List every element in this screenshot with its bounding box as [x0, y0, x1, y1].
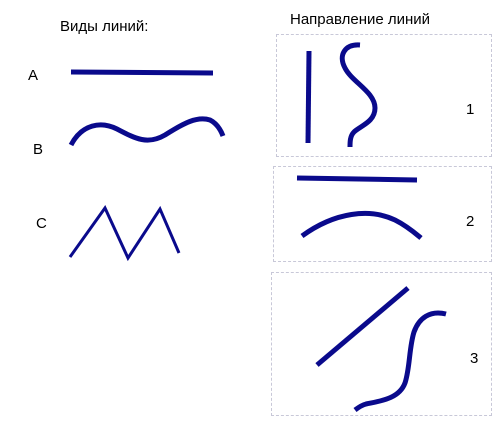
- line-type-label-c: C: [36, 215, 47, 232]
- line-type-label-b: B: [33, 141, 44, 158]
- direction-label-1: 1: [466, 101, 475, 118]
- line-type-label-a: A: [28, 67, 39, 84]
- direction-box-1: [276, 34, 492, 157]
- diagonal-straight-line: [315, 286, 410, 367]
- line-types-title: Виды линий:: [60, 18, 149, 35]
- direction-label-2: 2: [466, 213, 475, 230]
- vertical-straight-line: [305, 50, 312, 144]
- wavy-line: [68, 116, 226, 147]
- vertical-wavy-line: [339, 42, 378, 148]
- direction-label-3: 3: [470, 350, 479, 367]
- diagonal-wavy-line: [353, 310, 447, 413]
- direction-box-2: [273, 166, 492, 262]
- direction-box-3: [271, 272, 492, 416]
- horizontal-curved-line: [300, 210, 423, 240]
- line-directions-title: Направление линий: [290, 11, 431, 28]
- straight-line: [70, 69, 214, 76]
- horizontal-straight-line: [296, 175, 418, 183]
- zigzag-line: [68, 205, 181, 262]
